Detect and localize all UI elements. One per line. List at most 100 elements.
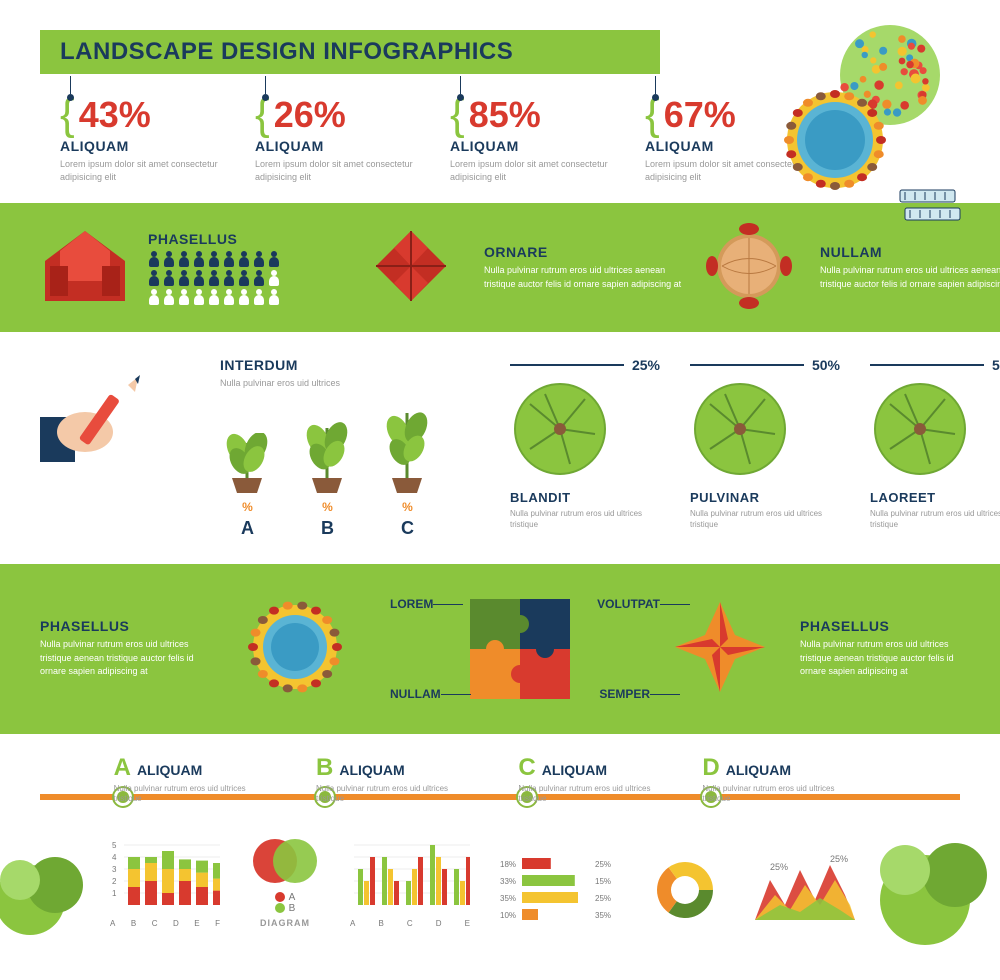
plant-letter: A <box>220 518 275 539</box>
white-band-plants: INTERDUM Nulla pulvinar eros uid ultrice… <box>0 332 1000 564</box>
timeline-title: ALIQUAM <box>542 762 607 778</box>
svg-text:10%: 10% <box>500 911 516 920</box>
svg-text:4: 4 <box>112 853 117 862</box>
person-icon <box>148 289 160 305</box>
plant-item: % C <box>380 403 435 539</box>
stat-item: {43% ALIQUAM Lorem ipsum dolor sit amet … <box>60 94 225 183</box>
person-icon <box>253 289 265 305</box>
title-bar: LANDSCAPE DESIGN INFOGRAPHICS <box>40 30 660 74</box>
tree-desc: Nulla pulvinar rutrum eros uid ultrices … <box>510 508 660 530</box>
tree-label: PULVINAR <box>690 490 840 505</box>
person-icon <box>223 251 235 267</box>
green-band-2: PHASELLUS Nulla pulvinar rutrum eros uid… <box>0 564 1000 734</box>
stat-desc: Lorem ipsum dolor sit amet consectetur a… <box>450 158 615 183</box>
donut-chart <box>650 855 720 928</box>
person-icon <box>193 251 205 267</box>
puzzle-label-br: SEMPER <box>599 687 650 701</box>
timeline-letter: D <box>702 754 719 782</box>
person-icon <box>238 289 250 305</box>
phasellus-left-desc: Nulla pulvinar rutrum eros uid ultrices … <box>40 638 220 679</box>
timeline-title: ALIQUAM <box>726 762 791 778</box>
stat-label: ALIQUAM <box>255 138 420 154</box>
stat-percentage: 85% <box>469 94 541 136</box>
puzzle-label-tr: VOLUTPAT <box>597 597 660 611</box>
interdum-title: INTERDUM <box>220 357 480 373</box>
ornare-block: ORNARE Nulla pulvinar rutrum eros uid ul… <box>484 244 684 291</box>
person-icon <box>178 270 190 286</box>
svg-text:1: 1 <box>112 889 117 898</box>
puzzle-label-tl: LOREM <box>390 597 433 611</box>
umbrella-orange-icon <box>670 597 780 700</box>
trees-row: 25% BLANDIT Nulla pulvinar rutrum eros u… <box>510 357 1000 530</box>
hand-pencil-icon <box>40 357 170 467</box>
person-icon <box>268 270 280 286</box>
timeline-section: AALIQUAM Nulla pulvinar rutrum eros uid … <box>0 734 1000 824</box>
venn-label-b: B <box>289 903 296 914</box>
stat-desc: Lorem ipsum dolor sit amet consectetur a… <box>255 158 420 183</box>
person-icon <box>238 251 250 267</box>
svg-text:15%: 15% <box>595 877 611 886</box>
phasellus-right-title: PHASELLUS <box>800 618 980 634</box>
timeline-letter: C <box>518 754 535 782</box>
timeline-item: BALIQUAM Nulla pulvinar rutrum eros uid … <box>316 754 466 805</box>
person-icon <box>253 270 265 286</box>
phasellus-title: PHASELLUS <box>148 231 348 247</box>
tree-label: BLANDIT <box>510 490 660 505</box>
person-icon <box>163 289 175 305</box>
area-chart: 25% 25% <box>750 850 860 928</box>
person-icon <box>178 289 190 305</box>
tree-item: 58% LAOREET Nulla pulvinar rutrum eros u… <box>870 357 1000 530</box>
timeline-item: AALIQUAM Nulla pulvinar rutrum eros uid … <box>114 754 264 805</box>
person-icon <box>163 270 175 286</box>
svg-text:25%: 25% <box>830 854 848 864</box>
tree-top-icon <box>510 379 610 479</box>
person-icon <box>148 270 160 286</box>
tree-top-icon <box>870 379 970 479</box>
person-icon <box>268 289 280 305</box>
svg-text:5: 5 <box>112 841 117 850</box>
puzzle-label-bl: NULLAM <box>390 687 441 701</box>
person-icon <box>193 270 205 286</box>
person-icon <box>223 289 235 305</box>
phasellus-left-block: PHASELLUS Nulla pulvinar rutrum eros uid… <box>40 618 220 679</box>
person-icon <box>208 270 220 286</box>
people-pictogram-grid <box>148 251 348 305</box>
header-section: LANDSCAPE DESIGN INFOGRAPHICS {43% ALIQU… <box>0 0 1000 203</box>
person-icon <box>148 251 160 267</box>
timeline-item: D ALIQUAM Nulla pulvinar rutrum eros uid … <box>702 754 852 805</box>
plant-item: % A <box>220 433 275 539</box>
timeline-desc: Nulla pulvinar rutrum eros uid ultrices … <box>316 784 466 805</box>
svg-text:25%: 25% <box>595 860 611 869</box>
stat-percentage: 26% <box>274 94 346 136</box>
person-icon <box>208 251 220 267</box>
phasellus-left-title: PHASELLUS <box>40 618 220 634</box>
page-title: LANDSCAPE DESIGN INFOGRAPHICS <box>60 38 513 66</box>
grouped-bar-chart: ABCDE <box>350 838 470 928</box>
stat-item: {26% ALIQUAM Lorem ipsum dolor sit amet … <box>255 94 420 183</box>
svg-text:35%: 35% <box>500 894 516 903</box>
stat-percentage: 43% <box>79 94 151 136</box>
stat-item: {85% ALIQUAM Lorem ipsum dolor sit amet … <box>450 94 615 183</box>
ornare-umbrella-icon <box>366 221 466 314</box>
timeline-item: CALIQUAM Nulla pulvinar rutrum eros uid … <box>518 754 668 805</box>
plants-row: % A % B <box>220 403 480 539</box>
interdum-desc: Nulla pulvinar eros uid ultrices <box>220 377 480 391</box>
timeline-desc: Nulla pulvinar rutrum eros uid ultrices … <box>702 784 852 805</box>
plant-percent-icon: % <box>380 500 435 514</box>
stacked-bar-chart: 12345 ABCDEF <box>110 838 220 928</box>
pond-small-icon <box>240 592 370 705</box>
stat-percentage: 67% <box>664 94 736 136</box>
svg-text:35%: 35% <box>595 911 611 920</box>
plant-item: % B <box>300 418 355 539</box>
person-icon <box>238 270 250 286</box>
venn-caption: DIAGRAM <box>250 918 320 928</box>
svg-text:33%: 33% <box>500 877 516 886</box>
plant-percent-icon: % <box>220 500 275 514</box>
svg-text:25%: 25% <box>770 862 788 872</box>
tree-desc: Nulla pulvinar rutrum eros uid ultrices … <box>870 508 1000 530</box>
person-icon <box>253 251 265 267</box>
tree-label: LAOREET <box>870 490 1000 505</box>
phasellus-right-block: PHASELLUS Nulla pulvinar rutrum eros uid… <box>800 618 980 679</box>
timeline-title: ALIQUAM <box>137 762 202 778</box>
person-icon <box>193 289 205 305</box>
